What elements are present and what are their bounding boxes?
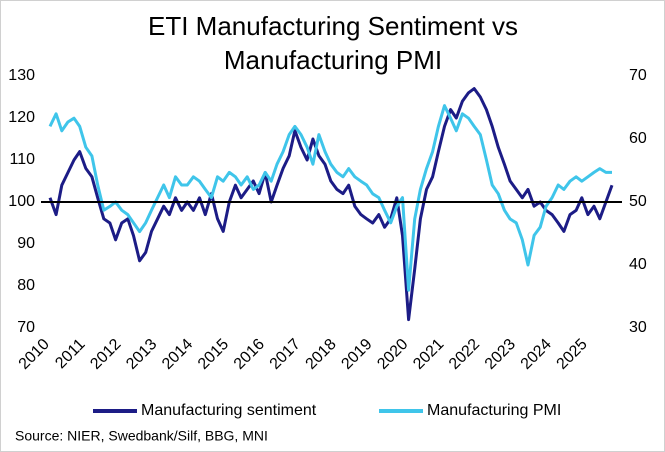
x-tick-label: 2023 xyxy=(482,336,519,373)
x-tick-label: 2019 xyxy=(338,336,375,373)
y-tick-label: 110 xyxy=(9,151,35,168)
y-tick-label: 80 xyxy=(17,277,35,294)
y2-tick-label: 40 xyxy=(629,256,647,273)
x-tick-label: 2020 xyxy=(374,336,411,373)
y-tick-label: 70 xyxy=(17,319,35,336)
x-tick-label: 2011 xyxy=(52,336,88,372)
line-series xyxy=(48,87,614,322)
x-tick-label: 2024 xyxy=(518,336,555,373)
x-tick-label: 2012 xyxy=(87,336,124,373)
legend-label: Manufacturing sentiment xyxy=(141,402,317,419)
x-tick-label: 2015 xyxy=(195,336,232,373)
x-tick-label: 2013 xyxy=(123,336,160,373)
y-tick-label: 90 xyxy=(17,235,35,252)
source: Source: NIER, Swedbank/Silf, BBG, MNI xyxy=(15,428,268,444)
x-tick-label: 2018 xyxy=(303,336,340,373)
y2-tick-label: 70 xyxy=(629,67,647,84)
x-tick-label: 2014 xyxy=(159,336,196,373)
x-tick-label: 2010 xyxy=(16,336,53,373)
y2-tick-label: 30 xyxy=(629,319,647,336)
y2-tick-label: 50 xyxy=(629,193,647,210)
x-tick-label: 2025 xyxy=(554,336,591,373)
y-tick-label: 120 xyxy=(8,109,35,126)
x-tick-label: 2017 xyxy=(267,336,304,373)
line-series xyxy=(48,104,612,292)
x-tick-label: 2016 xyxy=(231,336,268,373)
x-tick-label: 2022 xyxy=(446,336,483,373)
y2-tick-label: 60 xyxy=(629,130,647,147)
x-tick-label: 2021 xyxy=(410,336,447,373)
legend-label: Manufacturing PMI xyxy=(427,402,561,419)
y-tick-label: 100 xyxy=(8,193,35,210)
y-tick-label: 130 xyxy=(8,67,35,84)
chart-title: ETI Manufacturing Sentiment vs Manufactu… xyxy=(148,11,518,75)
